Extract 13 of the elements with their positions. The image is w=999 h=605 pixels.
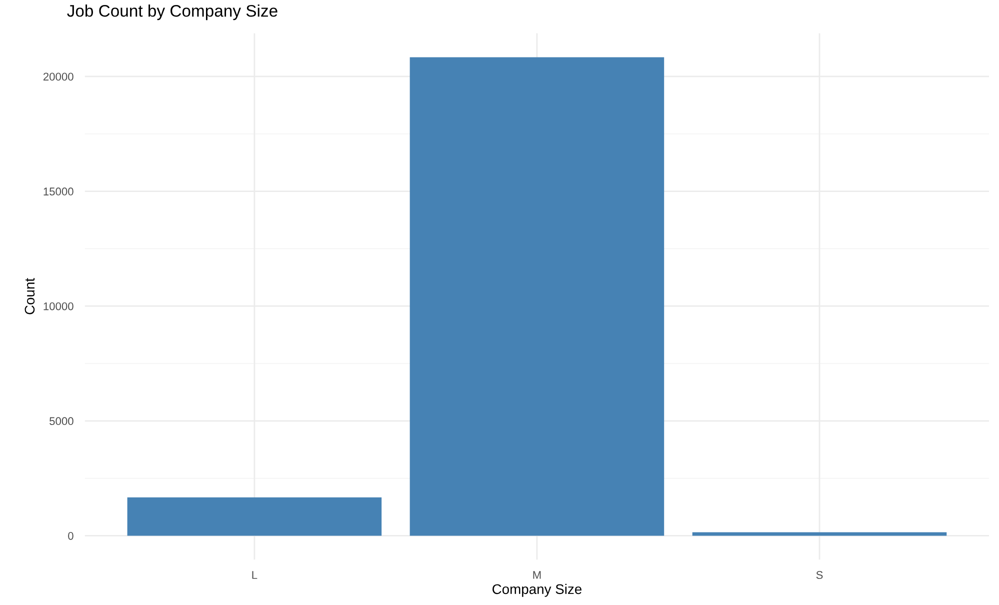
y-axis-title: Count [24,278,35,314]
x-axis-title: Company Size [492,584,582,597]
bar [127,497,382,536]
chart-title: Job Count by Company Size [67,4,278,20]
x-tick-label: L [252,571,258,579]
x-tick-label: M [533,571,541,579]
y-tick-label: 5000 [50,417,74,426]
x-tick-label: S [816,571,823,579]
y-tick-label: 15000 [44,188,74,196]
y-tick-label: 10000 [44,302,74,310]
y-tick-label: 0 [68,532,74,540]
y-tick-label: 20000 [43,72,74,81]
bar [410,57,664,536]
